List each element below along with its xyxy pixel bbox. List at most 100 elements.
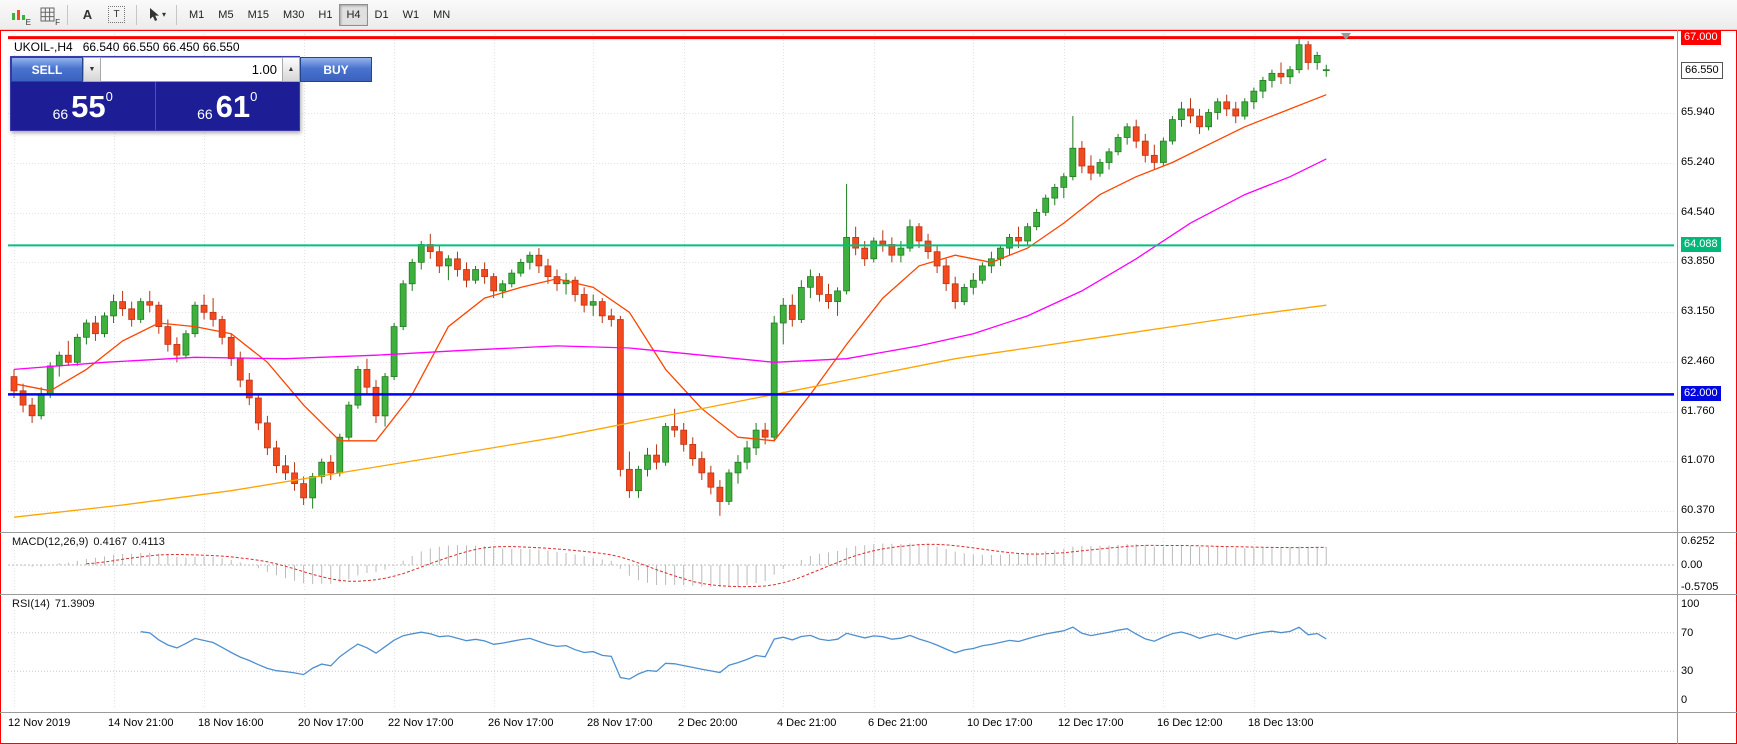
- candle: [83, 322, 90, 338]
- candle: [1096, 162, 1104, 174]
- candle: [1196, 115, 1203, 128]
- candle: [825, 294, 832, 302]
- timeframe-m15[interactable]: M15: [241, 4, 276, 26]
- timeframe-w1[interactable]: W1: [396, 4, 427, 26]
- text-box-icon[interactable]: T: [102, 2, 131, 28]
- ma-fast-red: [13, 94, 1327, 442]
- chart-title: UKOIL-,H4 66.540 66.550 66.450 66.550: [14, 40, 240, 54]
- candle: [861, 247, 869, 260]
- candle: [390, 326, 398, 377]
- candle: [1159, 140, 1167, 163]
- candle: [1214, 101, 1222, 113]
- candle: [1169, 119, 1176, 142]
- candle: [1241, 101, 1249, 117]
- candle: [101, 315, 108, 335]
- candle: [182, 333, 190, 356]
- ma-mid-magenta: [13, 158, 1327, 371]
- candle: [454, 258, 461, 270]
- chart-window[interactable]: [0, 30, 1737, 744]
- candle: [19, 390, 27, 406]
- candle: [318, 461, 326, 477]
- chart-template-icon[interactable]: E: [4, 2, 33, 28]
- candle: [1024, 226, 1031, 242]
- candle: [942, 265, 950, 285]
- candle: [589, 301, 597, 306]
- sell-price[interactable]: 66 55 0: [52, 88, 113, 124]
- candle: [1042, 197, 1050, 213]
- candle: [1105, 151, 1113, 163]
- candle: [481, 269, 488, 277]
- candle: [1051, 187, 1059, 199]
- candle: [1006, 237, 1013, 249]
- candle: [734, 461, 742, 474]
- candle: [1286, 69, 1294, 78]
- candle: [490, 276, 498, 292]
- mini-chart-icon: [11, 9, 25, 20]
- candle: [372, 386, 380, 417]
- candle: [273, 447, 280, 467]
- candle: [698, 458, 706, 474]
- candle: [164, 326, 172, 345]
- candle: [200, 304, 208, 313]
- candle: [499, 283, 507, 292]
- timeframe-h4[interactable]: H4: [339, 3, 368, 26]
- candle: [834, 290, 841, 302]
- candle: [571, 279, 579, 295]
- timeframe-h1[interactable]: H1: [311, 4, 339, 26]
- buy-button[interactable]: BUY: [300, 57, 372, 82]
- candle: [1015, 237, 1022, 242]
- candle: [508, 272, 516, 285]
- text-label-icon[interactable]: A: [82, 7, 93, 22]
- candle: [843, 237, 850, 292]
- chart-ohlc-values: 66.540 66.550 66.450 66.550: [82, 40, 240, 54]
- candle: [653, 454, 660, 463]
- candle: [1150, 154, 1158, 163]
- candle: [960, 287, 968, 303]
- cursor-tool-icon[interactable]: ▾: [142, 2, 171, 28]
- candle: [951, 283, 959, 302]
- candle: [173, 344, 181, 356]
- candle: [671, 426, 679, 431]
- volume-decrease-button[interactable]: ▼: [83, 57, 101, 82]
- candle: [743, 447, 751, 463]
- candle: [55, 354, 63, 367]
- volume-stepper: ▼ ▲: [83, 57, 300, 82]
- candle: [1087, 165, 1095, 174]
- volume-increase-button[interactable]: ▲: [282, 57, 300, 82]
- volume-input[interactable]: [101, 57, 282, 82]
- timeframe-m5[interactable]: M5: [211, 4, 240, 26]
- candle: [209, 311, 217, 320]
- candle: [852, 237, 860, 249]
- rsi-label: RSI(14) 71.3909: [12, 598, 95, 610]
- candle: [435, 251, 443, 267]
- candle: [1069, 147, 1077, 178]
- candle: [110, 301, 117, 317]
- candle: [716, 486, 724, 502]
- timeframe-button-group: M1 M5 M15 M30 H1 H4 D1 W1 MN: [182, 3, 457, 26]
- timeframe-d1[interactable]: D1: [368, 4, 396, 26]
- candle: [1132, 126, 1140, 142]
- candle: [897, 247, 905, 256]
- trade-panel-controls: SELL ▼ ▲ BUY: [11, 57, 372, 82]
- sell-button[interactable]: SELL: [11, 57, 83, 82]
- timeframe-mn[interactable]: MN: [426, 4, 457, 26]
- candle: [399, 283, 407, 327]
- chart-symbol-period: UKOIL-,H4: [14, 40, 73, 54]
- buy-price[interactable]: 66 61 0: [154, 82, 300, 130]
- timeframe-m1[interactable]: M1: [182, 4, 211, 26]
- candle: [354, 369, 362, 406]
- candle: [445, 258, 452, 267]
- candle: [580, 294, 588, 306]
- candle: [707, 472, 715, 488]
- candle: [92, 322, 99, 335]
- chart-shift-marker-icon[interactable]: [1341, 33, 1351, 40]
- candle: [1295, 44, 1303, 71]
- timeframe-m30[interactable]: M30: [276, 4, 311, 26]
- candle: [1187, 108, 1194, 117]
- candle: [1033, 212, 1041, 228]
- candle: [598, 301, 606, 317]
- candle: [1178, 108, 1185, 120]
- candle: [1123, 126, 1131, 138]
- grid-icon[interactable]: F: [33, 2, 62, 28]
- candle: [1268, 72, 1276, 81]
